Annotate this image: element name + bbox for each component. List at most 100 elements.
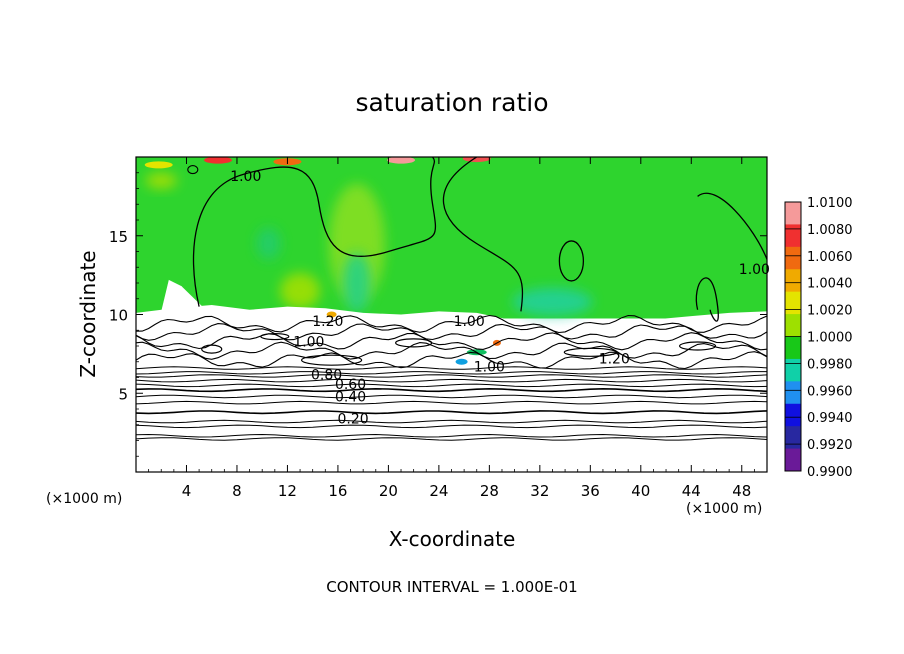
contour-eddy (563, 347, 617, 357)
y-tick-label: 15 (109, 228, 128, 246)
colorbar-swatch (785, 381, 801, 405)
chart-title: saturation ratio (355, 88, 549, 117)
x-tick-label: 48 (732, 482, 751, 500)
contour-line (442, 157, 524, 312)
contour-value-label: 0.60 (335, 377, 366, 393)
contour-line (136, 394, 767, 399)
x-tick-label: 8 (232, 482, 242, 500)
cloud-spot (326, 311, 337, 318)
supersaturated-spot (144, 161, 173, 169)
x-tick-label: 16 (328, 482, 347, 500)
colorbar-label: 1.0080 (807, 223, 853, 238)
contour-value-label: 1.00 (230, 169, 261, 185)
contour-line (136, 366, 767, 370)
field-blob (342, 253, 371, 313)
colorbar-label: 1.0040 (807, 277, 853, 292)
contour-eddy (301, 354, 363, 366)
contour-value-label: 1.00 (454, 314, 485, 330)
subsaturated-region (136, 305, 767, 472)
colorbar-label: 1.0020 (807, 304, 853, 319)
contour-line (136, 437, 767, 441)
field-blob (145, 172, 178, 189)
contour-value-label: 0.80 (311, 367, 342, 383)
field-blob (256, 227, 281, 260)
colorbar-swatch (785, 202, 801, 225)
contour-eddy (395, 338, 433, 348)
contour-eddy (187, 165, 199, 175)
contour-line (695, 277, 719, 322)
colorbar-label: 1.0000 (807, 331, 853, 346)
x-tick-label: 32 (530, 482, 549, 500)
contour-value-label: 1.20 (599, 352, 630, 368)
contour-line (136, 323, 767, 341)
contour-line (136, 387, 767, 393)
colorbar-swatch (785, 246, 801, 270)
contour-line (136, 351, 767, 370)
contour-line (136, 433, 767, 438)
x-tick-label: 20 (379, 482, 398, 500)
subsaturated-spot (455, 358, 468, 365)
colorbar-swatch (785, 269, 801, 293)
colorbar-label: 1.0100 (807, 196, 853, 211)
contour-line (136, 419, 767, 424)
x-tick-label: 40 (631, 482, 650, 500)
colorbar-label: 0.9960 (807, 384, 853, 399)
colorbar-swatch (785, 358, 801, 382)
contour-value-label: 0.20 (337, 411, 368, 427)
contour-value-label: 0.40 (335, 389, 366, 405)
colorbar-label: 0.9940 (807, 411, 853, 426)
y-tick-label: 10 (109, 307, 128, 325)
contour-line (136, 341, 767, 360)
colorbar-swatch (785, 314, 801, 337)
x-tick-label: 36 (581, 482, 600, 500)
y-tick-label: 5 (118, 385, 128, 403)
colorbar-swatch (785, 448, 801, 472)
contour-line (136, 374, 767, 378)
contour-line (136, 424, 767, 429)
colorbar-label: 1.0060 (807, 250, 853, 265)
field-blob (328, 183, 385, 304)
colorbar-label: 0.9900 (807, 465, 853, 480)
contour-eddy (260, 332, 290, 341)
contour-line (697, 192, 767, 260)
contour-line (136, 314, 767, 334)
contour-value-label: 1.00 (474, 359, 505, 375)
colorbar-label: 0.9980 (807, 357, 853, 372)
x-unit-label-left: (×1000 m) (46, 491, 123, 507)
contour-eddy (678, 341, 717, 351)
x-axis-label: X-coordinate (388, 527, 516, 551)
x-tick-label: 44 (682, 482, 701, 500)
plot-field (136, 157, 767, 472)
contour-line (192, 157, 437, 307)
supersaturated-spot (204, 157, 233, 164)
contour-eddy (558, 240, 585, 282)
contour-line (136, 410, 767, 415)
contour-interval-note: CONTOUR INTERVAL = 1.000E-01 (326, 578, 578, 596)
colorbar-swatch (785, 426, 801, 450)
contour-line (136, 383, 767, 388)
x-unit-label-right: (×1000 m) (686, 501, 763, 517)
contour-value-label: 1.20 (312, 314, 343, 330)
colorbar-swatch (785, 336, 801, 360)
saturated-region (136, 157, 767, 319)
contour-line (136, 371, 767, 375)
field-blob (280, 272, 321, 309)
y-axis-label: Z-coordinate (76, 250, 100, 378)
contour-value-label: 1.00 (293, 334, 324, 350)
contour-line (136, 400, 767, 405)
x-tick-label: 24 (429, 482, 448, 500)
contour-eddy (201, 344, 223, 354)
dry-intrusion (161, 279, 205, 312)
x-tick-label: 12 (278, 482, 297, 500)
colorbar-swatch (785, 403, 801, 427)
supersaturated-spot (462, 157, 491, 163)
supersaturated-spot (387, 157, 416, 164)
contour-line (136, 332, 767, 351)
colorbar-label: 0.9920 (807, 438, 853, 453)
x-tick-label: 28 (480, 482, 499, 500)
contour-line (136, 378, 767, 383)
field-blob (512, 287, 593, 316)
x-tick-label: 4 (182, 482, 192, 500)
contour-value-label: 1.00 (739, 262, 770, 278)
